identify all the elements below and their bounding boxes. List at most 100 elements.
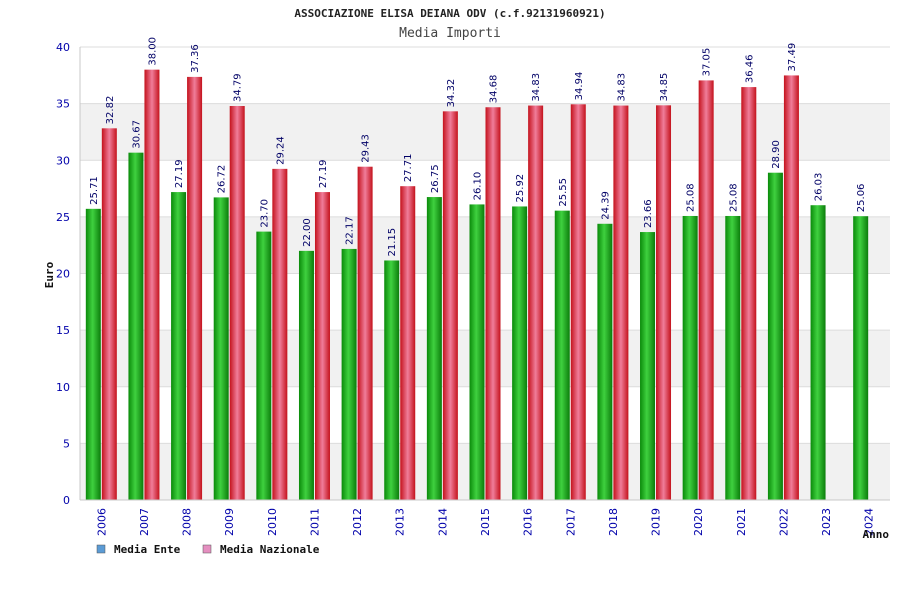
- data-label: 26.03: [814, 173, 825, 202]
- y-tick-label: 25: [56, 211, 70, 224]
- bar-media-nazionale: [314, 192, 330, 501]
- x-axis-label: Anno: [863, 528, 890, 541]
- data-label: 26.75: [430, 164, 441, 193]
- data-label: 22.00: [302, 218, 313, 247]
- data-label: 27.19: [318, 159, 329, 188]
- bar-media-ente: [725, 215, 741, 500]
- data-label: 25.06: [856, 184, 867, 213]
- bar-media-ente: [341, 248, 357, 500]
- y-axis-label: Euro: [43, 261, 56, 288]
- data-label: 29.43: [361, 134, 372, 163]
- bars: [85, 69, 869, 501]
- bar-media-ente: [810, 205, 826, 500]
- y-tick-label: 0: [63, 494, 70, 507]
- legend-swatch: [96, 544, 106, 554]
- x-tick-label: 2006: [95, 508, 108, 536]
- x-tick-label: 2012: [351, 508, 364, 536]
- data-label: 37.05: [702, 48, 713, 77]
- bar-media-nazionale: [357, 166, 373, 500]
- bar-media-nazionale: [144, 69, 160, 501]
- bar-media-nazionale: [570, 104, 586, 500]
- bar-media-ente: [85, 208, 101, 501]
- data-label: 36.46: [744, 54, 755, 83]
- data-label: 34.79: [233, 73, 244, 102]
- bar-media-ente: [384, 260, 400, 500]
- bar-media-ente: [640, 232, 656, 500]
- y-tick-label: 30: [56, 154, 70, 167]
- y-tick-label: 20: [56, 268, 70, 281]
- x-tick-label: 2007: [138, 508, 151, 536]
- chart-subtitle: Media Importi: [399, 26, 501, 41]
- x-tick-label: 2016: [522, 508, 535, 536]
- x-tick-label: 2017: [564, 508, 577, 536]
- x-tick-label: 2024: [863, 508, 876, 536]
- bar-media-ente: [128, 152, 144, 501]
- bar-media-nazionale: [741, 87, 757, 500]
- x-tick-label: 2021: [735, 508, 748, 536]
- x-tick-label: 2013: [394, 508, 407, 536]
- data-label: 34.94: [574, 72, 585, 101]
- bar-media-nazionale: [528, 105, 544, 501]
- bar-media-ente: [469, 204, 485, 501]
- data-label: 34.32: [446, 79, 457, 108]
- data-label: 25.55: [558, 178, 569, 207]
- legend-label: Media Ente: [114, 543, 181, 556]
- x-tick-label: 2010: [266, 508, 279, 536]
- x-tick-label: 2020: [692, 508, 705, 536]
- legend-swatch: [202, 544, 212, 554]
- data-label: 23.66: [643, 199, 654, 228]
- data-label: 27.71: [403, 154, 414, 183]
- data-label: 27.19: [174, 159, 185, 188]
- data-label: 37.49: [787, 43, 798, 72]
- x-tick-label: 2019: [650, 508, 663, 536]
- y-tick-labels: 0 5 10 15 20 25 30 35 40: [56, 41, 70, 507]
- bar-media-nazionale: [400, 186, 416, 500]
- chart-title: ASSOCIAZIONE ELISA DEIANA ODV (c.f.92131…: [294, 7, 605, 20]
- y-tick-label: 10: [56, 381, 70, 394]
- data-label: 34.85: [659, 73, 670, 102]
- x-tick-label: 2009: [223, 508, 236, 536]
- y-tick-label: 5: [63, 437, 70, 450]
- bar-media-ente: [256, 231, 272, 500]
- data-label: 26.10: [473, 172, 484, 201]
- x-tick-label: 2022: [777, 508, 790, 536]
- data-label: 34.68: [489, 75, 500, 104]
- data-label: 25.08: [728, 183, 739, 212]
- bar-media-ente: [682, 215, 698, 500]
- bar-media-ente: [554, 210, 570, 501]
- bar-media-ente: [171, 192, 187, 501]
- bar-media-nazionale: [613, 105, 629, 501]
- bar-media-nazionale: [229, 106, 245, 501]
- bar-media-ente: [767, 172, 783, 500]
- x-tick-label: 2014: [436, 508, 449, 536]
- bar-media-ente: [597, 223, 613, 500]
- data-label: 22.17: [345, 216, 356, 245]
- x-tick-label: 2011: [308, 508, 321, 536]
- x-tick-labels: 2006 2007 2008 2009 2010 2011 2012 2013 2014 2015…: [95, 508, 875, 536]
- data-label: 32.82: [105, 96, 116, 125]
- data-label: 26.72: [217, 165, 228, 194]
- data-label: 28.90: [771, 140, 782, 169]
- data-label: 34.83: [531, 73, 542, 102]
- axes: [79, 47, 890, 501]
- x-tick-label: 2008: [181, 508, 194, 536]
- data-label: 38.00: [147, 37, 158, 66]
- data-label: 25.71: [89, 176, 100, 205]
- data-label: 23.70: [259, 199, 270, 228]
- bar-media-nazionale: [442, 111, 458, 501]
- bar-media-ente: [298, 250, 314, 500]
- bar-media-ente: [512, 206, 528, 500]
- y-tick-label: 40: [56, 41, 70, 54]
- bar-media-ente: [853, 216, 869, 500]
- y-tick-label: 35: [56, 98, 70, 111]
- bar-media-nazionale: [101, 128, 117, 500]
- data-label: 24.39: [600, 191, 611, 220]
- data-label: 30.67: [131, 120, 142, 149]
- x-tick-label: 2015: [479, 508, 492, 536]
- data-label: 34.83: [616, 73, 627, 102]
- bar-media-nazionale: [783, 75, 799, 500]
- legend: Media Ente Media Nazionale: [96, 543, 320, 556]
- bar-media-nazionale: [698, 80, 714, 500]
- data-label: 21.15: [387, 228, 398, 257]
